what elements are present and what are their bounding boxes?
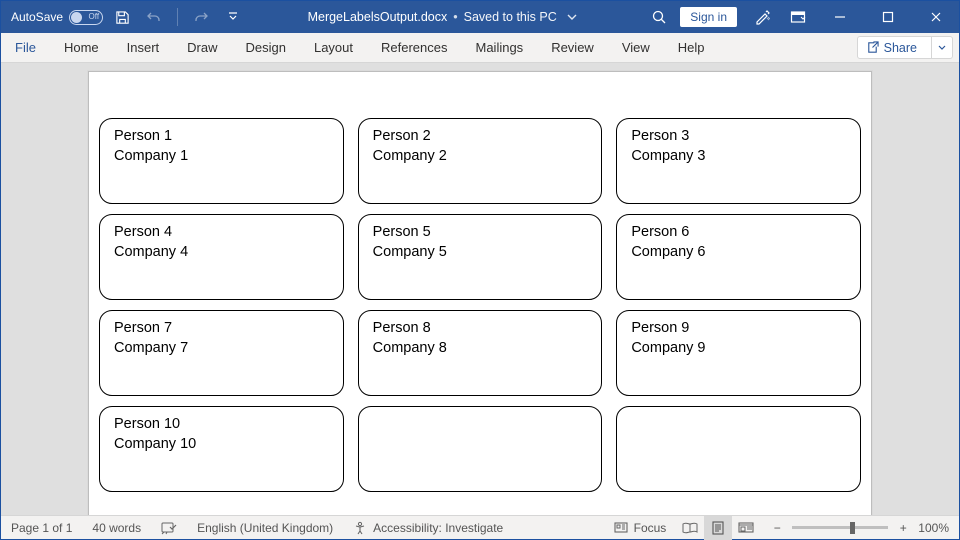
label-person: Person 1 [114, 127, 329, 147]
spellcheck-icon [161, 521, 177, 535]
view-print-layout[interactable] [704, 516, 732, 540]
focus-mode-button[interactable]: Focus [604, 516, 677, 539]
qat-customize[interactable] [220, 4, 246, 30]
document-canvas[interactable]: Person 1 Company 1 Person 2 Company 2 Pe… [1, 63, 959, 515]
accessibility-icon [353, 521, 367, 535]
title-dropdown[interactable] [563, 11, 581, 23]
label-company: Company 10 [114, 435, 329, 455]
status-spellcheck[interactable] [151, 516, 187, 539]
tab-help[interactable]: Help [664, 33, 719, 62]
autosave-toggle-knob [71, 12, 82, 23]
label-company: Company 7 [114, 339, 329, 359]
label-card[interactable]: Person 1 Company 1 [99, 118, 344, 204]
label-person: Person 2 [373, 127, 588, 147]
search-icon[interactable] [642, 1, 676, 33]
tab-home[interactable]: Home [50, 33, 113, 62]
focus-icon [614, 522, 628, 534]
tab-design[interactable]: Design [232, 33, 300, 62]
title-separator: • [453, 10, 457, 24]
view-read-mode[interactable] [676, 516, 704, 540]
label-person: Person 7 [114, 319, 329, 339]
maximize-button[interactable] [865, 1, 911, 33]
close-button[interactable] [913, 1, 959, 33]
label-person: Person 8 [373, 319, 588, 339]
label-card[interactable] [616, 406, 861, 492]
autosave-toggle-state: Off [89, 13, 100, 21]
autosave-label: AutoSave [11, 10, 63, 24]
ribbon-spacer [719, 33, 857, 62]
tab-references[interactable]: References [367, 33, 461, 62]
status-page[interactable]: Page 1 of 1 [1, 516, 82, 539]
label-company: Company 6 [631, 243, 846, 263]
zoom-in-button[interactable]: + [896, 521, 910, 535]
label-company: Company 2 [373, 147, 588, 167]
label-card[interactable]: Person 2 Company 2 [358, 118, 603, 204]
ribbon-display-icon[interactable] [781, 1, 815, 33]
share-dropdown[interactable] [931, 37, 952, 58]
label-company: Company 8 [373, 339, 588, 359]
label-person: Person 4 [114, 223, 329, 243]
label-person: Person 3 [631, 127, 846, 147]
status-accessibility-label: Accessibility: Investigate [373, 521, 503, 535]
redo-button[interactable] [188, 4, 214, 30]
document-title[interactable]: MergeLabelsOutput.docx [308, 10, 448, 24]
label-card[interactable]: Person 6 Company 6 [616, 214, 861, 300]
pen-mode-icon[interactable] [745, 1, 779, 33]
tab-view[interactable]: View [608, 33, 664, 62]
autosave-toggle[interactable]: Off [69, 10, 103, 25]
tab-review[interactable]: Review [537, 33, 608, 62]
status-words[interactable]: 40 words [82, 516, 151, 539]
undo-button[interactable] [141, 4, 167, 30]
status-accessibility[interactable]: Accessibility: Investigate [343, 516, 513, 539]
document-page[interactable]: Person 1 Company 1 Person 2 Company 2 Pe… [88, 71, 872, 515]
zoom-slider-thumb[interactable] [850, 522, 855, 534]
label-person: Person 5 [373, 223, 588, 243]
titlebar-center: MergeLabelsOutput.docx • Saved to this P… [246, 10, 642, 24]
label-card[interactable]: Person 4 Company 4 [99, 214, 344, 300]
label-card[interactable]: Person 3 Company 3 [616, 118, 861, 204]
titlebar: AutoSave Off MergeLabelsOutput.docx • Sa… [1, 1, 959, 33]
label-company: Company 3 [631, 147, 846, 167]
minimize-button[interactable] [817, 1, 863, 33]
label-person: Person 6 [631, 223, 846, 243]
share-label: Share [884, 41, 917, 55]
label-company: Company 1 [114, 147, 329, 167]
label-company: Company 5 [373, 243, 588, 263]
label-card[interactable]: Person 8 Company 8 [358, 310, 603, 396]
labels-grid: Person 1 Company 1 Person 2 Company 2 Pe… [89, 72, 871, 492]
focus-mode-label: Focus [634, 521, 667, 535]
share-icon [866, 41, 879, 54]
tab-draw[interactable]: Draw [173, 33, 231, 62]
label-company: Company 9 [631, 339, 846, 359]
qat-separator [177, 8, 178, 26]
save-status: Saved to this PC [464, 10, 557, 24]
label-card[interactable] [358, 406, 603, 492]
tab-insert[interactable]: Insert [113, 33, 174, 62]
save-button[interactable] [109, 4, 135, 30]
sign-in-button[interactable]: Sign in [680, 7, 737, 27]
label-card[interactable]: Person 5 Company 5 [358, 214, 603, 300]
zoom-out-button[interactable]: − [770, 521, 784, 535]
tab-file[interactable]: File [1, 33, 50, 62]
label-card[interactable]: Person 7 Company 7 [99, 310, 344, 396]
label-person: Person 10 [114, 415, 329, 435]
titlebar-right: Sign in [642, 1, 959, 33]
zoom-control: − + 100% [760, 521, 959, 535]
titlebar-left: AutoSave Off [1, 4, 246, 30]
share-button-main[interactable]: Share [858, 41, 925, 55]
label-person: Person 9 [631, 319, 846, 339]
status-language[interactable]: English (United Kingdom) [187, 516, 343, 539]
ribbon-tabs: File Home Insert Draw Design Layout Refe… [1, 33, 959, 63]
tab-layout[interactable]: Layout [300, 33, 367, 62]
tab-mailings[interactable]: Mailings [462, 33, 538, 62]
label-card[interactable]: Person 10 Company 10 [99, 406, 344, 492]
label-card[interactable]: Person 9 Company 9 [616, 310, 861, 396]
app-window: AutoSave Off MergeLabelsOutput.docx • Sa… [0, 0, 960, 540]
share-button[interactable]: Share [857, 36, 953, 59]
statusbar: Page 1 of 1 40 words English (United Kin… [1, 515, 959, 539]
zoom-slider[interactable] [792, 526, 888, 529]
label-company: Company 4 [114, 243, 329, 263]
zoom-percentage[interactable]: 100% [918, 521, 949, 535]
view-web-layout[interactable] [732, 516, 760, 540]
